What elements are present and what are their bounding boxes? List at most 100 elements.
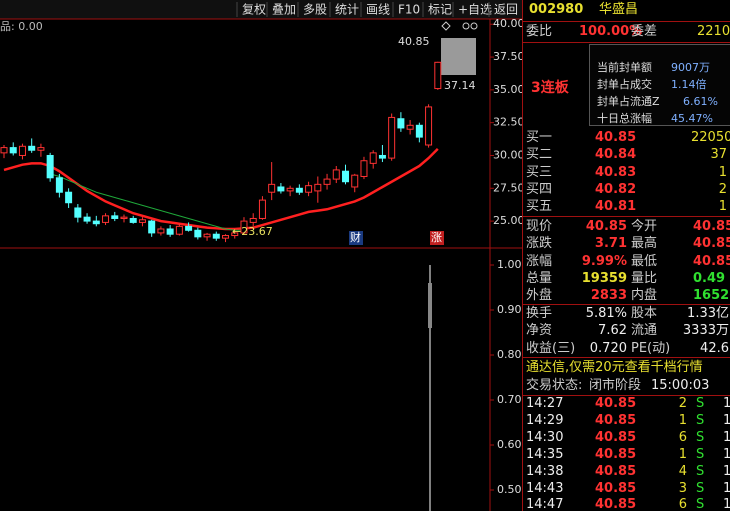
candle-body [286, 187, 294, 192]
volume: 2 [678, 396, 687, 411]
count: 1 [723, 464, 730, 480]
price: 40.83 [595, 164, 637, 180]
candle-body [111, 215, 119, 219]
candle-body [277, 186, 285, 192]
candle-body [83, 216, 91, 222]
volume: 1 [718, 199, 727, 215]
value: 15:00:03 [651, 378, 710, 393]
label: 涨幅 [526, 253, 553, 269]
label: 涨跌 [526, 236, 553, 252]
candle-body [194, 229, 202, 238]
label: 委差 [631, 24, 658, 39]
candle-body [203, 233, 211, 238]
time: 14:47 [526, 497, 564, 511]
candle-body [268, 183, 276, 193]
value: 40.85 [585, 219, 627, 234]
candle-body [240, 220, 248, 234]
volume: 1 [678, 446, 687, 462]
time: 14:43 [526, 480, 564, 496]
candle-body [378, 154, 386, 159]
seal-popup [589, 44, 730, 126]
value: 9.99% [581, 253, 627, 269]
price: 40.85 [595, 463, 637, 479]
count: 1 [723, 481, 730, 497]
candle-body [28, 145, 36, 151]
time: 14:38 [526, 463, 564, 479]
toolbar-button[interactable]: 叠加 [272, 3, 296, 17]
candle-body [415, 124, 423, 138]
price: 40.84 [595, 147, 637, 163]
value: 16526 [693, 288, 730, 304]
label: 买三 [526, 164, 553, 180]
candle-body [74, 207, 82, 218]
value: 19359 [581, 270, 627, 286]
price: 40.85 [595, 412, 637, 428]
candle-body [342, 170, 350, 183]
value: 100.00% [579, 24, 643, 39]
value: 0.720 [589, 340, 627, 356]
candle-body [351, 174, 359, 188]
count: 1 [723, 396, 730, 412]
candle-body [18, 145, 26, 156]
side: S [696, 480, 705, 496]
price: 40.85 [595, 429, 637, 445]
label: 换手 [526, 306, 553, 321]
value: 闭市阶段 [589, 378, 642, 393]
side: S [696, 463, 705, 479]
separator [523, 42, 730, 43]
value: 1.33亿 [687, 306, 729, 321]
candle-body [157, 228, 165, 234]
value: 42.6 [700, 340, 729, 356]
indicator-label: 品: 0.00 [0, 20, 43, 33]
value: 2833 [590, 288, 627, 304]
side: S [696, 446, 705, 462]
candle-body [166, 228, 174, 235]
volume: 2 [718, 181, 727, 197]
toolbar-button[interactable]: 标记 [428, 3, 452, 17]
icon[interactable] [441, 21, 451, 31]
label: 委比 [526, 24, 553, 39]
toolbar-button[interactable]: 多股 [303, 3, 327, 17]
value: 6.61% [683, 95, 718, 108]
y-tick-label: 37.50 [493, 50, 522, 63]
high-price-label: 40.85 [398, 35, 430, 48]
candle-body [212, 233, 220, 239]
candle-body [102, 215, 110, 223]
toolbar-button[interactable]: +自选 [458, 3, 492, 17]
toolbar-button[interactable]: 统计 [335, 3, 359, 17]
candle-body [46, 154, 54, 179]
time: 14:27 [526, 396, 564, 411]
last-price-label: 37.14 [444, 79, 476, 92]
y-tick-label: 27.50 [493, 181, 522, 194]
y-tick-label: 40.00 [493, 17, 522, 30]
volume: 6 [678, 497, 687, 511]
label: 股本 [631, 306, 658, 321]
separator [523, 216, 730, 217]
toolbar-button[interactable]: F10 [398, 3, 420, 17]
count: 1 [723, 447, 730, 463]
price: 40.85 [595, 446, 637, 462]
side: S [696, 497, 705, 511]
ad-banner[interactable]: 通达信,仅需20元查看千档行情 [526, 360, 703, 375]
y-tick-label: 30.00 [493, 148, 522, 161]
toolbar-button[interactable]: 画线 [366, 3, 390, 17]
time: 14:30 [526, 429, 564, 445]
side: S [696, 412, 705, 428]
volume: 37 [710, 147, 727, 163]
candle-body [360, 160, 368, 177]
side: S [696, 396, 705, 411]
volume: 1 [678, 412, 687, 428]
value: 7.62 [598, 323, 627, 339]
event-marker-text: 涨 [431, 231, 442, 244]
label: 量比 [631, 270, 658, 286]
label: 收益(三) [526, 340, 576, 356]
toolbar-button[interactable]: 复权 [242, 3, 266, 17]
separator [523, 304, 730, 305]
icon[interactable] [462, 22, 470, 30]
y-tick-label: 0.70 [497, 393, 522, 406]
value: 40.85 [693, 253, 730, 269]
label: 买五 [526, 199, 553, 215]
icon[interactable] [470, 22, 478, 30]
toolbar-button[interactable]: 返回 [494, 3, 518, 17]
